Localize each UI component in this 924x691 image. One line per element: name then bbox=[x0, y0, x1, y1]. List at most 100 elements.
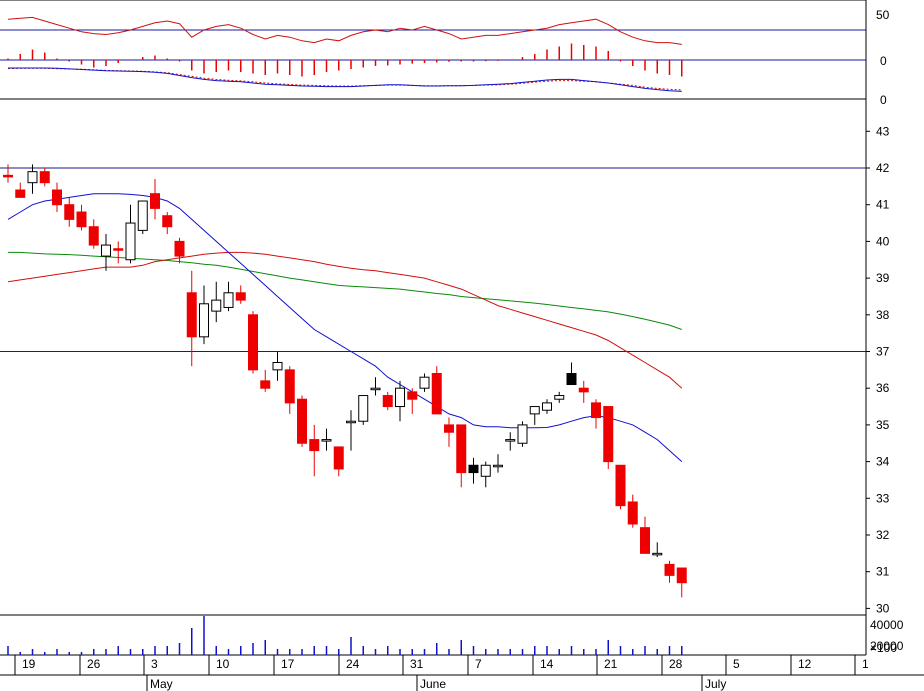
x-tick-label: 24 bbox=[346, 657, 360, 671]
rsi-tick-label: 50 bbox=[876, 8, 890, 22]
price-tick-label: 36 bbox=[876, 381, 890, 395]
x-tick-label: 3 bbox=[151, 657, 158, 671]
candle-body bbox=[456, 424, 467, 474]
x-tick-label: 14 bbox=[540, 657, 554, 671]
candle-body bbox=[321, 439, 332, 442]
month-label: July bbox=[705, 677, 726, 691]
candle-body bbox=[407, 391, 418, 400]
candle-body bbox=[235, 292, 246, 301]
candle-body bbox=[64, 204, 75, 220]
candle-body bbox=[137, 200, 148, 231]
candle-body bbox=[346, 420, 356, 424]
x-tick-label: 26 bbox=[87, 657, 101, 671]
price-tick-label: 34 bbox=[876, 455, 890, 469]
candle-body bbox=[517, 424, 528, 444]
candle-body bbox=[566, 373, 577, 386]
candle-body bbox=[578, 387, 589, 393]
candle-body bbox=[199, 303, 209, 338]
candle-body bbox=[591, 402, 601, 419]
x-tick-label: 7 bbox=[475, 657, 482, 671]
ma-red-line bbox=[7, 251, 683, 389]
candle-body bbox=[15, 189, 26, 198]
price-tick-label: 32 bbox=[876, 528, 890, 542]
x-tick-label: 28 bbox=[669, 657, 683, 671]
candle-body bbox=[615, 464, 626, 507]
candle-body bbox=[76, 211, 87, 228]
price-tick-label: 30 bbox=[876, 601, 890, 615]
candle-body bbox=[297, 398, 307, 444]
candle-body bbox=[468, 464, 479, 474]
candle-body bbox=[27, 171, 38, 184]
candle-body bbox=[150, 193, 160, 209]
candle-body bbox=[554, 395, 565, 400]
candle-body bbox=[248, 314, 258, 371]
candle-body bbox=[370, 387, 381, 391]
indicator-panels bbox=[7, 16, 683, 92]
candle-body bbox=[52, 189, 62, 206]
x-tick-label: 10 bbox=[216, 657, 230, 671]
candlesticks bbox=[3, 164, 687, 598]
candle-body bbox=[174, 240, 185, 257]
candle-body bbox=[101, 244, 111, 257]
candle-body bbox=[3, 174, 13, 178]
price-tick-label: 41 bbox=[876, 198, 890, 212]
price-tick-label: 35 bbox=[876, 418, 890, 432]
price-tick-label: 39 bbox=[876, 271, 890, 285]
candle-body bbox=[39, 171, 50, 184]
candle-body bbox=[652, 552, 663, 556]
candle-body bbox=[444, 424, 454, 433]
volume-tick-label: 20000 bbox=[870, 639, 904, 653]
candle-body bbox=[627, 501, 638, 525]
ma-green-line bbox=[8, 251, 682, 330]
x-tick-label: 5 bbox=[733, 657, 740, 671]
candle-body bbox=[529, 406, 540, 415]
macd-tick-label: 0 bbox=[880, 54, 887, 68]
candle-body bbox=[260, 380, 271, 389]
candle-body bbox=[211, 299, 222, 312]
chart-frame bbox=[0, 0, 867, 656]
candle-body bbox=[113, 248, 124, 251]
moving-averages bbox=[7, 193, 683, 462]
volume-bars bbox=[7, 616, 683, 655]
volume-tick-label: 40000 bbox=[870, 618, 904, 632]
candle-body bbox=[88, 226, 99, 246]
candle-body bbox=[431, 373, 442, 415]
candle-body bbox=[395, 387, 405, 408]
x-tick-label: 21 bbox=[604, 657, 618, 671]
candle-body bbox=[162, 215, 173, 228]
price-tick-label: 37 bbox=[876, 345, 890, 359]
candle-body bbox=[493, 464, 503, 468]
axis-labels: 3031323334353637383940414243500040000200… bbox=[0, 8, 924, 691]
candle-body bbox=[505, 439, 516, 442]
x-tick-label: 17 bbox=[281, 657, 295, 671]
candle-body bbox=[358, 395, 369, 422]
price-tick-label: 42 bbox=[876, 161, 890, 175]
month-label: June bbox=[420, 677, 446, 691]
candle-body bbox=[284, 369, 295, 404]
ma-blue-line bbox=[7, 193, 683, 462]
price-tick-label: 33 bbox=[876, 491, 890, 505]
x-tick-label: 31 bbox=[410, 657, 424, 671]
candle-body bbox=[664, 563, 675, 576]
candle-body bbox=[186, 292, 197, 338]
stoch-main-line bbox=[8, 67, 682, 92]
x-tick-label: 12 bbox=[798, 657, 812, 671]
candle-body bbox=[542, 402, 552, 411]
x-tick-label: 1 bbox=[862, 657, 869, 671]
candle-body bbox=[333, 446, 344, 470]
rsi-line bbox=[7, 16, 682, 45]
reference-lines bbox=[0, 167, 866, 352]
candle-body bbox=[419, 376, 430, 389]
price-tick-label: 38 bbox=[876, 308, 890, 322]
price-tick-label: 31 bbox=[876, 565, 890, 579]
candle-body bbox=[640, 527, 650, 554]
candle-body bbox=[223, 292, 234, 308]
candle-body bbox=[272, 362, 283, 371]
candle-body bbox=[676, 567, 687, 584]
candle-body bbox=[480, 464, 491, 477]
candle-body bbox=[125, 222, 136, 261]
candle-body bbox=[382, 395, 393, 408]
stoch-tick-label: 0 bbox=[880, 93, 887, 107]
